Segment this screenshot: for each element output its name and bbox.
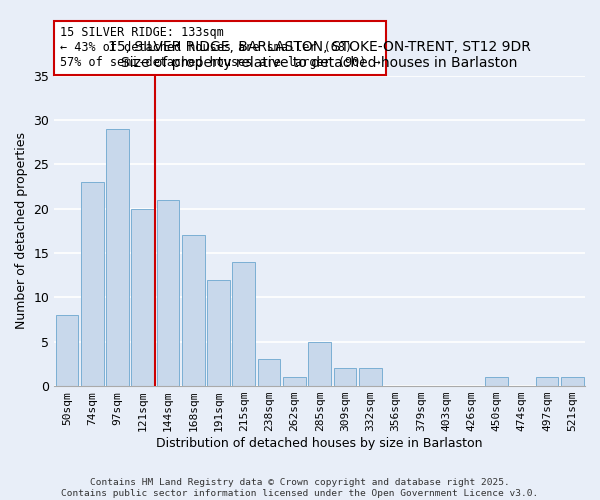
Bar (561, 377, 584, 386)
Bar (207, 280, 230, 386)
Bar (56, 315, 78, 386)
Bar (308, 342, 331, 386)
X-axis label: Distribution of detached houses by size in Barlaston: Distribution of detached houses by size … (157, 437, 483, 450)
Title: 15, SILVER RIDGE, BARLASTON, STOKE-ON-TRENT, ST12 9DR
Size of property relative : 15, SILVER RIDGE, BARLASTON, STOKE-ON-TR… (108, 40, 531, 70)
Bar (334, 368, 356, 386)
Bar (283, 377, 306, 386)
Text: 15 SILVER RIDGE: 133sqm
← 43% of detached houses are smaller (68)
57% of semi-de: 15 SILVER RIDGE: 133sqm ← 43% of detache… (59, 26, 380, 70)
Bar (106, 129, 129, 386)
Bar (131, 208, 154, 386)
Bar (232, 262, 255, 386)
Text: Contains HM Land Registry data © Crown copyright and database right 2025.
Contai: Contains HM Land Registry data © Crown c… (61, 478, 539, 498)
Y-axis label: Number of detached properties: Number of detached properties (15, 132, 28, 330)
Bar (536, 377, 559, 386)
Bar (258, 360, 280, 386)
Bar (359, 368, 382, 386)
Bar (485, 377, 508, 386)
Bar (81, 182, 104, 386)
Bar (157, 200, 179, 386)
Bar (182, 236, 205, 386)
